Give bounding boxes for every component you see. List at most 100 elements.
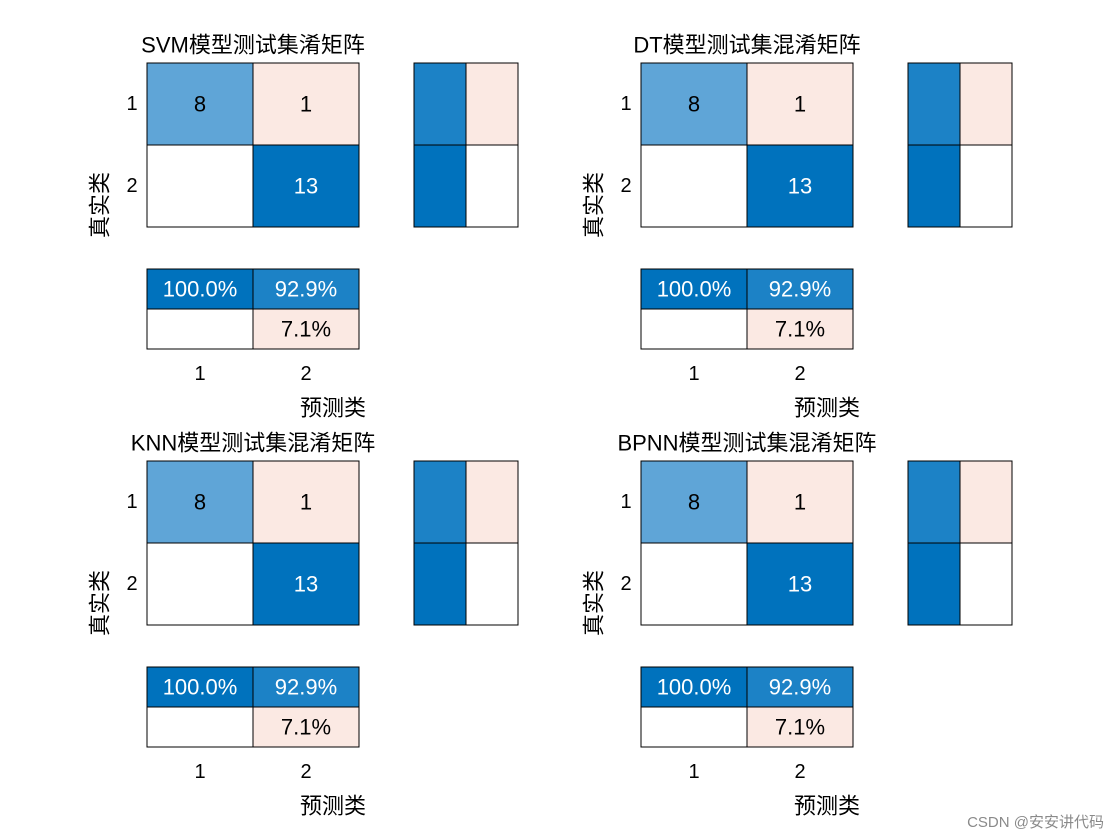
matrix-cell [640, 460, 748, 544]
matrix-cell [640, 542, 748, 626]
matrix-cell-value: 8 [688, 490, 700, 515]
row-summary-incorrect [465, 62, 519, 146]
column-summary-cell [640, 706, 748, 748]
row-summary-correct [907, 460, 961, 544]
column-summary-value: 92.9% [275, 675, 337, 700]
y-axis-label: 真实类 [88, 570, 113, 636]
column-summary-value: 100.0% [163, 277, 238, 302]
confusion-panel-4: BPNN模型测试集混淆矩阵 8 1 13 100.0% 92.9% 7.1% 1 1 2 2 预测类 真… [582, 431, 1013, 819]
matrix-cell [252, 460, 360, 544]
matrix-cell-value: 8 [688, 92, 700, 117]
column-summary-cell [252, 308, 360, 350]
row-summary-correct [907, 62, 961, 146]
confusion-panel-1: SVM模型测试集淆矩阵 8 1 13 100.0% 92.9% 7.1% 1 1 2 2 预测类 真实类 [88, 33, 519, 421]
y-tick-label: 2 [126, 573, 137, 595]
row-summary-incorrect [959, 542, 1013, 626]
x-axis-label: 预测类 [300, 794, 366, 819]
x-tick-label: 2 [794, 363, 805, 385]
column-summary-cell [146, 666, 254, 708]
matrix-cell-value: 13 [788, 174, 812, 199]
y-axis-label: 真实类 [582, 172, 607, 238]
y-axis-label: 真实类 [88, 172, 113, 238]
row-summary-incorrect [959, 460, 1013, 544]
matrix-cell [252, 144, 360, 228]
column-summary-cell [252, 666, 360, 708]
matrix-cell-value: 13 [294, 572, 318, 597]
matrix-cell-value: 8 [194, 92, 206, 117]
row-summary-correct [907, 542, 961, 626]
column-summary-cell [640, 268, 748, 310]
y-tick-label: 1 [620, 491, 631, 513]
panel-title: SVM模型测试集淆矩阵 [141, 33, 365, 58]
panel-title: BPNN模型测试集混淆矩阵 [617, 431, 876, 456]
x-axis-label: 预测类 [794, 396, 860, 421]
matrix-cell [252, 542, 360, 626]
column-summary-cell [640, 308, 748, 350]
confusion-panel-3: KNN模型测试集混淆矩阵 8 1 13 100.0% 92.9% 7.1% 1 1 2 2 预测类 真实… [88, 431, 519, 819]
matrix-cell [746, 144, 854, 228]
confusion-panel-2: DT模型测试集混淆矩阵 8 1 13 100.0% 92.9% 7.1% 1 1 2 2 预测类 真实类 [582, 33, 1013, 421]
y-tick-label: 2 [620, 573, 631, 595]
y-tick-label: 1 [126, 491, 137, 513]
matrix-cell [146, 460, 254, 544]
column-summary-cell [746, 268, 854, 310]
row-summary-correct [907, 144, 961, 228]
column-summary-cell [146, 706, 254, 748]
column-summary-cell [746, 308, 854, 350]
matrix-cell [146, 144, 254, 228]
column-summary-value: 100.0% [657, 277, 732, 302]
row-summary-incorrect [959, 144, 1013, 228]
column-summary-value: 92.9% [769, 675, 831, 700]
x-tick-label: 1 [688, 363, 699, 385]
row-summary-correct [413, 62, 467, 146]
column-summary-value: 92.9% [275, 277, 337, 302]
matrix-cell [746, 62, 854, 146]
column-summary-cell [640, 666, 748, 708]
column-summary-value: 7.1% [281, 317, 331, 342]
matrix-cell [640, 144, 748, 228]
panel-title: DT模型测试集混淆矩阵 [633, 33, 860, 58]
y-tick-label: 1 [126, 93, 137, 115]
x-tick-label: 1 [194, 363, 205, 385]
matrix-cell-value: 1 [794, 490, 806, 515]
column-summary-value: 7.1% [775, 715, 825, 740]
matrix-cell-value: 1 [300, 490, 312, 515]
column-summary-value: 92.9% [769, 277, 831, 302]
x-tick-label: 1 [688, 761, 699, 783]
matrix-cell-value: 1 [794, 92, 806, 117]
matrix-cell-value: 13 [788, 572, 812, 597]
row-summary-incorrect [465, 460, 519, 544]
matrix-cell [146, 62, 254, 146]
matrix-cell [252, 62, 360, 146]
panel-title: KNN模型测试集混淆矩阵 [131, 431, 375, 456]
column-summary-cell [746, 706, 854, 748]
column-summary-value: 7.1% [775, 317, 825, 342]
column-summary-cell [252, 706, 360, 748]
watermark: CSDN @安安讲代码 [967, 814, 1104, 831]
x-tick-label: 2 [300, 363, 311, 385]
y-tick-label: 2 [126, 175, 137, 197]
matrix-cell-value: 8 [194, 490, 206, 515]
column-summary-cell [746, 666, 854, 708]
y-tick-label: 1 [620, 93, 631, 115]
x-tick-label: 2 [300, 761, 311, 783]
column-summary-value: 100.0% [657, 675, 732, 700]
x-tick-label: 2 [794, 761, 805, 783]
row-summary-correct [413, 144, 467, 228]
column-summary-cell [146, 308, 254, 350]
column-summary-value: 100.0% [163, 675, 238, 700]
x-axis-label: 预测类 [300, 396, 366, 421]
row-summary-incorrect [959, 62, 1013, 146]
row-summary-correct [413, 460, 467, 544]
matrix-cell [746, 542, 854, 626]
matrix-cell-value: 13 [294, 174, 318, 199]
row-summary-incorrect [465, 144, 519, 228]
matrix-cell [746, 460, 854, 544]
matrix-cell [146, 542, 254, 626]
row-summary-correct [413, 542, 467, 626]
y-axis-label: 真实类 [582, 570, 607, 636]
matrix-cell-value: 1 [300, 92, 312, 117]
y-tick-label: 2 [620, 175, 631, 197]
x-axis-label: 预测类 [794, 794, 860, 819]
